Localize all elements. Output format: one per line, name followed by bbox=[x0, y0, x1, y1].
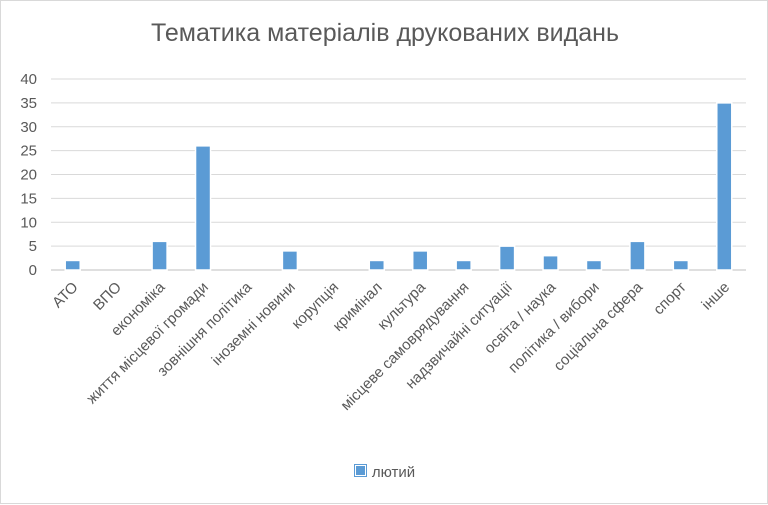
x-tick-label: спорт bbox=[650, 279, 690, 319]
bar bbox=[585, 259, 603, 271]
bar bbox=[672, 259, 690, 271]
y-tick-label: 0 bbox=[29, 262, 37, 279]
legend-swatch bbox=[353, 464, 367, 477]
bar bbox=[716, 102, 733, 271]
bar bbox=[455, 259, 472, 271]
chart-title: Тематика матеріалів друкованих видань bbox=[151, 19, 619, 47]
y-tick-label: 30 bbox=[20, 119, 37, 136]
y-tick-label: 15 bbox=[20, 190, 37, 207]
bar bbox=[542, 254, 559, 271]
bars bbox=[64, 102, 733, 271]
legend-label: лютий bbox=[371, 464, 416, 481]
x-tick-label: ВПО bbox=[90, 279, 125, 314]
legend: лютий bbox=[1, 464, 768, 481]
y-tick-label: 5 bbox=[29, 238, 37, 255]
y-tick-label: 25 bbox=[20, 143, 37, 160]
y-tick-label: 35 bbox=[20, 95, 37, 112]
bar bbox=[151, 240, 168, 271]
bar bbox=[411, 250, 429, 271]
y-tick-label: 20 bbox=[20, 167, 37, 184]
x-tick-label: інше bbox=[698, 279, 733, 314]
bar bbox=[281, 250, 299, 271]
bar bbox=[64, 259, 81, 271]
y-axis-tick-labels: 0 5 10 15 20 25 30 35 40 bbox=[20, 71, 37, 279]
y-tick-label: 40 bbox=[20, 71, 37, 88]
bar bbox=[629, 240, 646, 271]
y-tick-label: 10 bbox=[20, 214, 37, 231]
x-tick-label: АТО bbox=[49, 279, 82, 312]
bar bbox=[368, 259, 386, 271]
bar bbox=[194, 145, 212, 271]
bar bbox=[498, 245, 516, 271]
